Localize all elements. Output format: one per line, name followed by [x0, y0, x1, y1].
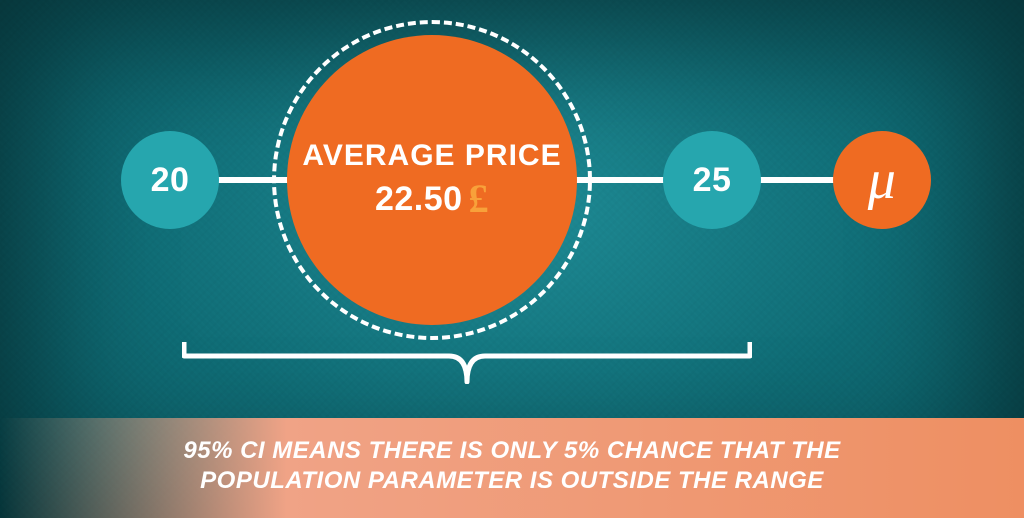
range-brace: [182, 342, 752, 384]
average-value: 22.50: [375, 180, 463, 218]
lower-bound-node: 20: [121, 131, 219, 229]
upper-bound-value: 25: [693, 161, 732, 200]
average-value-line: 22.50£: [302, 178, 561, 220]
center-content: AVERAGE PRICE 22.50£: [302, 140, 561, 220]
connector-center-to-upper: [570, 177, 665, 183]
lower-bound-value: 20: [151, 161, 190, 200]
center-average-node: AVERAGE PRICE 22.50£: [287, 35, 577, 325]
mu-node: μ: [833, 131, 931, 229]
caption-banner: 95% CI MEANS THERE IS ONLY 5% CHANCE THA…: [0, 418, 1024, 518]
caption-text: 95% CI MEANS THERE IS ONLY 5% CHANCE THA…: [142, 436, 882, 496]
connector-upper-to-mu: [758, 177, 836, 183]
currency-symbol: £: [469, 176, 490, 221]
average-title: AVERAGE PRICE: [302, 140, 561, 172]
connector-lower-to-center: [215, 177, 290, 183]
mu-symbol: μ: [868, 148, 897, 212]
upper-bound-node: 25: [663, 131, 761, 229]
